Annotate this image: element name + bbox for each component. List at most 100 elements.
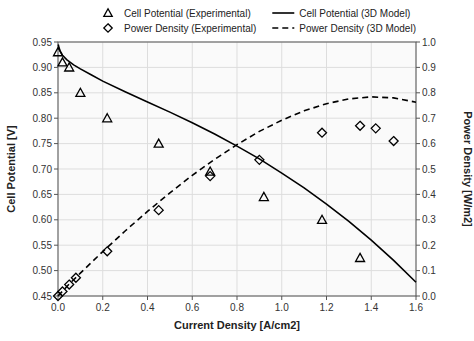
y2-axis-label: Power Density [W/m2] <box>462 111 474 227</box>
tick-y <box>54 92 58 93</box>
data-point <box>318 128 327 137</box>
tick-label-x: 1.4 <box>364 302 378 313</box>
tick-label-y2: 0.8 <box>422 87 436 98</box>
data-point <box>259 192 268 200</box>
tick-y2 <box>416 42 420 43</box>
data-point <box>255 155 264 164</box>
data-point <box>154 139 163 147</box>
tick-x <box>371 296 372 300</box>
axes: 0.00.20.40.60.81.01.21.41.60.450.500.550… <box>33 37 437 314</box>
tick-label-x: 0.6 <box>185 302 199 313</box>
tick-x <box>237 296 238 300</box>
data-point <box>318 215 327 223</box>
tick-y2 <box>416 219 420 220</box>
legend-entry: Cell Potential (3D Model) <box>272 8 410 19</box>
grid-line-y <box>58 169 416 170</box>
x-axis-label: Current Density [A/cm2] <box>174 319 300 331</box>
y-axis-label: Cell Potential [V] <box>5 125 17 213</box>
tick-label-y2: 0.9 <box>422 62 436 73</box>
tick-x <box>326 296 327 300</box>
tick-label-y: 0.80 <box>33 113 53 124</box>
grid-line-y <box>58 194 416 195</box>
legend-label: Power Density (3D Model) <box>299 23 416 34</box>
grid-line-y <box>58 270 416 271</box>
tick-label-y: 0.90 <box>33 62 53 73</box>
tick-label-y: 0.95 <box>33 37 53 48</box>
tick-label-y2: 1.0 <box>422 37 436 48</box>
data-point <box>356 121 365 130</box>
tick-y2 <box>416 67 420 68</box>
legend-label: Power Density (Experimental) <box>124 23 256 34</box>
tick-x <box>147 296 148 300</box>
tick-label-x: 0.0 <box>51 302 65 313</box>
tick-label-y2: 0.4 <box>422 189 436 200</box>
chart: 0.00.20.40.60.81.01.21.41.60.450.500.550… <box>0 0 474 341</box>
legend-swatch <box>104 24 112 32</box>
tick-y2 <box>416 169 420 170</box>
tick-label-y2: 0.3 <box>422 214 436 225</box>
tick-y2 <box>416 194 420 195</box>
tick-label-y2: 0.5 <box>422 164 436 175</box>
legend-entry: Power Density (3D Model) <box>272 23 416 34</box>
data-point <box>206 172 215 181</box>
tick-y <box>54 169 58 170</box>
tick-y2 <box>416 143 420 144</box>
tick-x <box>281 296 282 300</box>
series-line <box>58 97 416 296</box>
tick-y2 <box>416 296 420 297</box>
tick-label-x: 1.2 <box>320 302 334 313</box>
tick-y <box>54 245 58 246</box>
tick-label-x: 0.2 <box>96 302 110 313</box>
legend-entry: Power Density (Experimental) <box>104 23 256 34</box>
tick-label-x: 0.4 <box>141 302 155 313</box>
grid <box>58 42 416 296</box>
grid-line-y <box>58 245 416 246</box>
legend-entry: Cell Potential (Experimental) <box>104 8 251 19</box>
tick-label-y: 0.45 <box>33 291 53 302</box>
tick-label-x: 0.8 <box>230 302 244 313</box>
plot-background <box>58 42 416 296</box>
tick-label-x: 1.0 <box>275 302 289 313</box>
tick-y <box>54 42 58 43</box>
tick-y <box>54 194 58 195</box>
tick-y <box>54 143 58 144</box>
grid-line-y <box>58 67 416 68</box>
data-point <box>103 114 112 122</box>
tick-x <box>102 296 103 300</box>
tick-y2 <box>416 270 420 271</box>
legend-label: Cell Potential (3D Model) <box>299 8 410 19</box>
data-point <box>154 206 163 215</box>
legend-label: Cell Potential (Experimental) <box>124 8 251 19</box>
series-line <box>58 45 416 283</box>
legend: Cell Potential (Experimental) Cell Potent… <box>104 8 416 34</box>
tick-label-y: 0.50 <box>33 265 53 276</box>
tick-label-y: 0.85 <box>33 87 53 98</box>
grid-line-y <box>58 219 416 220</box>
tick-label-y2: 0.2 <box>422 240 436 251</box>
tick-label-y: 0.60 <box>33 214 53 225</box>
plot-frame <box>58 42 416 296</box>
tick-label-y2: 0.6 <box>422 138 436 149</box>
data <box>54 45 417 301</box>
tick-y <box>54 67 58 68</box>
tick-label-y: 0.70 <box>33 164 53 175</box>
tick-y <box>54 118 58 119</box>
tick-label-y2: 0.7 <box>422 113 436 124</box>
tick-y2 <box>416 118 420 119</box>
tick-label-y: 0.75 <box>33 138 53 149</box>
data-point <box>76 88 85 96</box>
tick-y2 <box>416 92 420 93</box>
legend-swatch <box>272 27 294 29</box>
tick-label-y: 0.65 <box>33 189 53 200</box>
grid-line-y <box>58 118 416 119</box>
data-point <box>356 253 365 261</box>
grid-line-y <box>58 92 416 93</box>
tick-x <box>192 296 193 300</box>
tick-x <box>416 296 417 300</box>
tick-label-y2: 0.0 <box>422 291 436 302</box>
tick-label-y2: 0.1 <box>422 265 436 276</box>
tick-y <box>54 219 58 220</box>
legend-swatch <box>272 12 294 14</box>
data-point <box>389 137 398 146</box>
tick-y2 <box>416 245 420 246</box>
